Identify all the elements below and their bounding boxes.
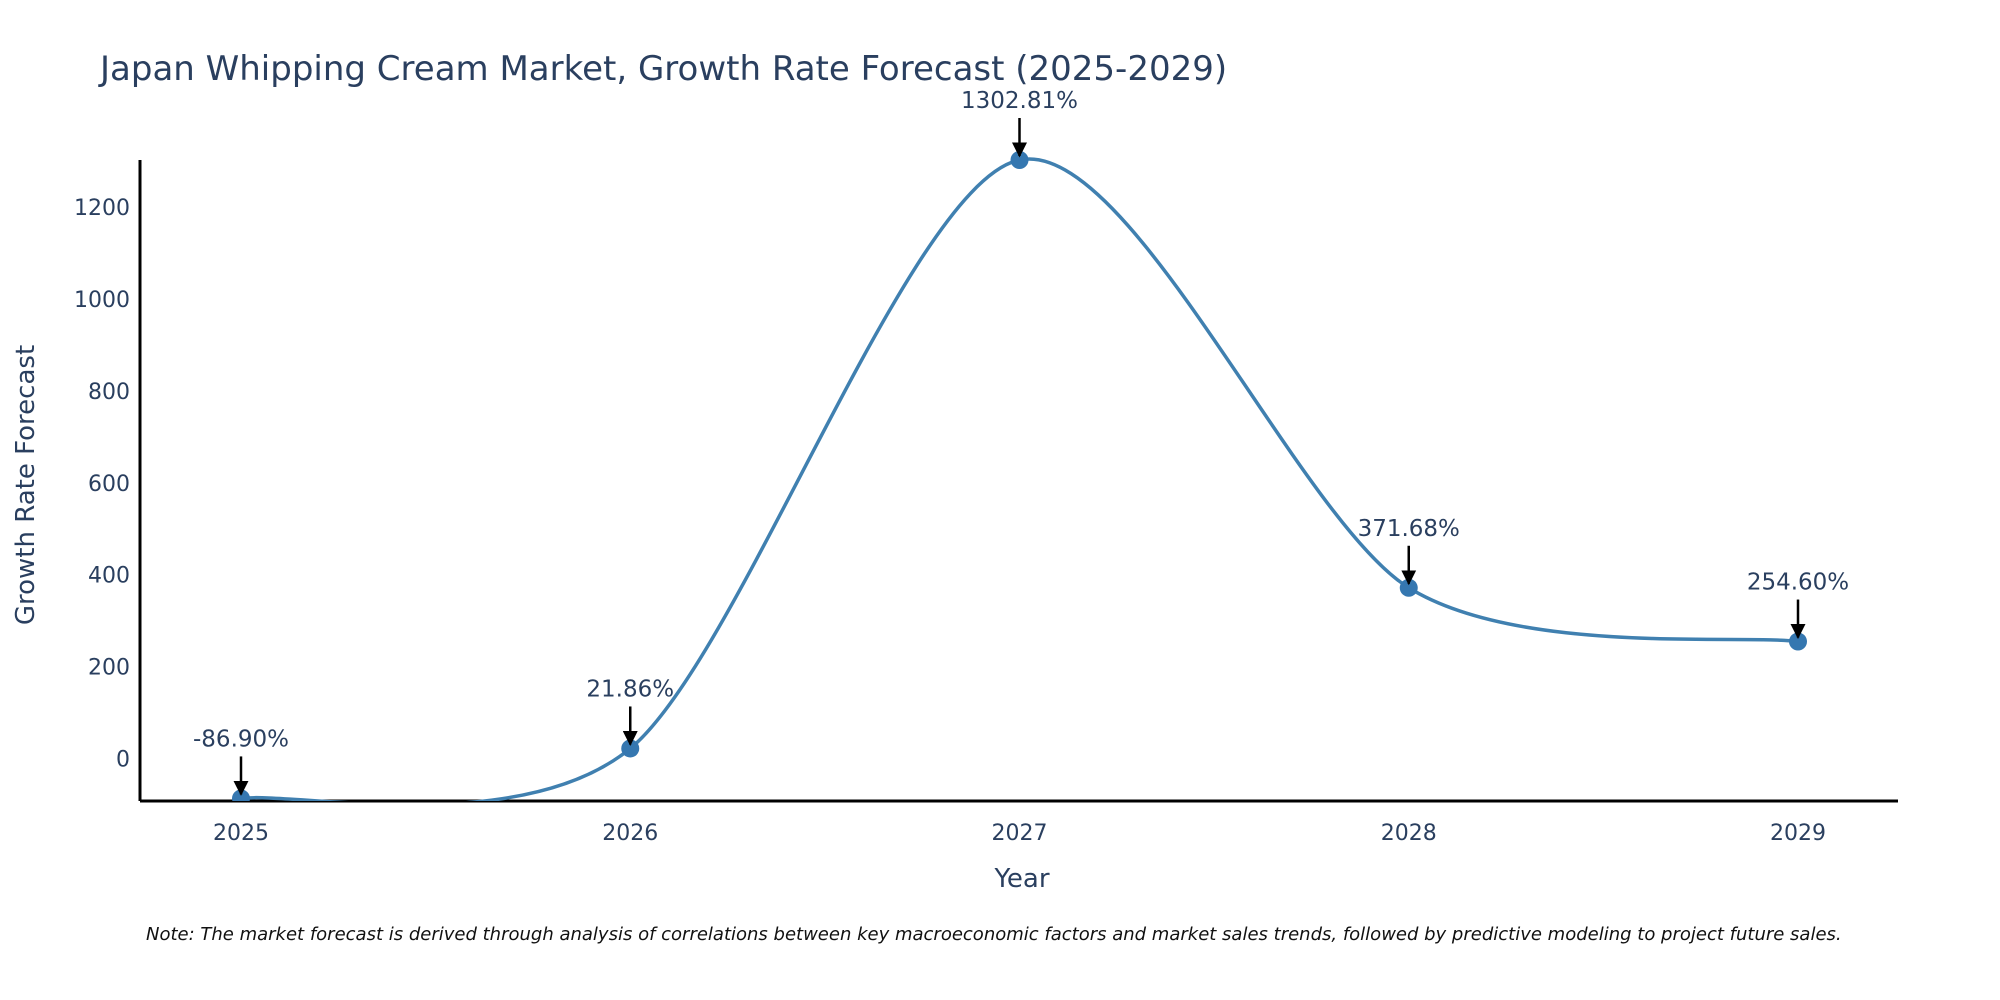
x-tick-label: 2025 — [213, 821, 269, 846]
x-tick-label: 2026 — [602, 821, 658, 846]
annotations: -86.90% 21.86% 1302.81% 371.68% 254.60% — [193, 88, 1849, 796]
data-label: 371.68% — [1358, 516, 1460, 542]
y-tick-label: 400 — [88, 564, 130, 589]
y-tick-label: 600 — [88, 472, 130, 497]
chart-title: Japan Whipping Cream Market, Growth Rate… — [98, 49, 1227, 89]
data-label: -86.90% — [193, 726, 289, 752]
y-tick-label: 800 — [88, 380, 130, 405]
data-label: 254.60% — [1747, 570, 1849, 596]
x-tick-label: 2028 — [1381, 821, 1437, 846]
y-tick-label: 0 — [116, 748, 130, 773]
data-label: 1302.81% — [961, 88, 1078, 114]
y-tick-label: 1000 — [74, 288, 130, 313]
data-label: 21.86% — [586, 676, 674, 702]
y-axis-title: Growth Rate Forecast — [11, 345, 41, 625]
y-tick-label: 200 — [88, 656, 130, 681]
x-axis-title: Year — [993, 864, 1049, 894]
footnote: Note: The market forecast is derived thr… — [146, 924, 1842, 945]
x-tick-label: 2029 — [1770, 821, 1826, 846]
series-layer — [232, 151, 1807, 801]
series-line — [240, 157, 1799, 801]
x-tick-label: 2027 — [992, 821, 1048, 846]
y-tick-label: 1200 — [74, 196, 130, 221]
axes: 0 200 400 600 800 1000 1200 2025 2026 2027 2028 202… — [74, 160, 1898, 846]
